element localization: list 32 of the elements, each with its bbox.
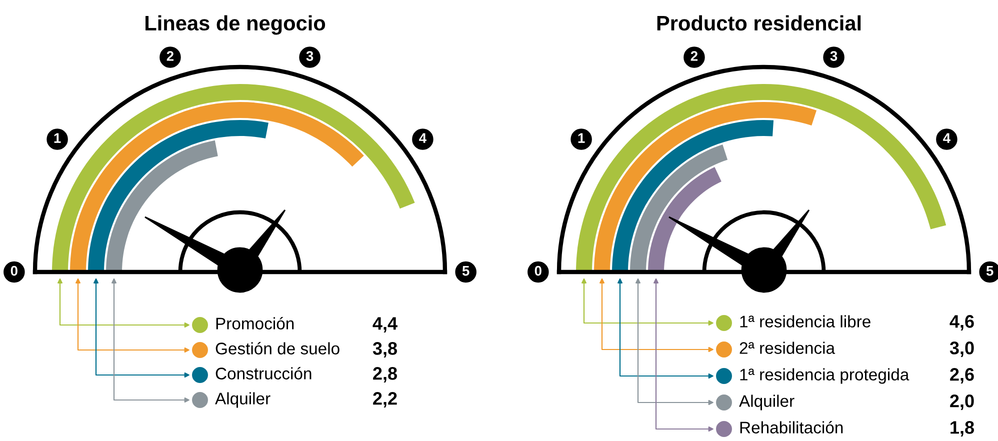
text: 2 <box>166 51 174 61</box>
category-label: Alquiler <box>215 392 270 408</box>
data-label: 3,8 <box>372 342 397 358</box>
text: 0 <box>534 266 542 276</box>
text: 4 <box>419 133 426 143</box>
category-label: 1ª residencia libre <box>740 315 870 328</box>
text: 1 <box>578 133 585 143</box>
text: 5 <box>986 266 994 276</box>
category-label: Rehabilitación <box>740 421 843 434</box>
data-label: 2,6 <box>950 368 974 384</box>
text: 0 <box>10 266 18 276</box>
category-label: Alquiler <box>739 394 794 410</box>
data-label: 1,8 <box>950 421 974 436</box>
data-label: 4,6 <box>950 315 974 330</box>
text: 3 <box>830 51 838 61</box>
data-label: 2,2 <box>373 392 397 408</box>
text: 2 <box>690 51 698 61</box>
category-label: Gestión de suelo <box>216 342 340 354</box>
category-label: 1ª residencia protegida <box>740 368 910 384</box>
text: 3 <box>306 51 314 61</box>
text: 5 <box>462 266 470 276</box>
data-label: 2,0 <box>950 394 974 410</box>
category-label: Construcción <box>216 367 312 380</box>
data-label: 4,4 <box>372 317 398 332</box>
text: 1 <box>54 133 61 143</box>
data-label: 2,8 <box>373 367 397 382</box>
text: Producto residencial <box>657 15 861 31</box>
text: Lineas de negocio <box>146 15 326 35</box>
category-label: Promoción <box>216 317 294 330</box>
data-label: 3,0 <box>950 342 974 357</box>
text: 4 <box>943 133 950 143</box>
category-label: 2ª residencia <box>740 342 836 354</box>
